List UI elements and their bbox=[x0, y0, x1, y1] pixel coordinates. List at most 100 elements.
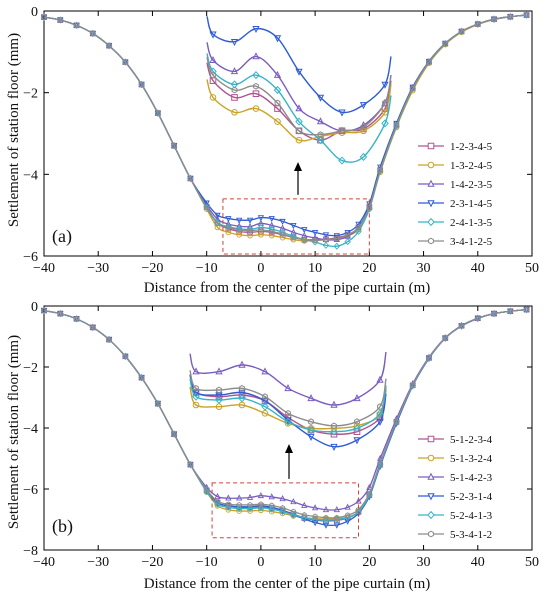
inset-point-b-2 bbox=[353, 394, 361, 402]
x-axis-label-a: Distance from the center of the pipe cur… bbox=[144, 280, 431, 296]
inset-point-a-4 bbox=[295, 117, 303, 126]
series-point-b-5 bbox=[524, 306, 530, 313]
inset-point-b-2 bbox=[330, 400, 338, 408]
series-point-b-5 bbox=[187, 461, 193, 468]
series-point-b-5 bbox=[90, 324, 96, 331]
series-point-b-5 bbox=[280, 504, 286, 511]
inset-point-a-3 bbox=[295, 68, 303, 76]
inset-point-b-2 bbox=[238, 360, 246, 368]
zoom-arrow-head-b bbox=[285, 444, 293, 453]
inset-point-b-3 bbox=[376, 418, 384, 426]
y-axis-label-a: Settlement of station floor (mm) bbox=[6, 33, 22, 227]
legend-marker-a-5 bbox=[428, 237, 434, 245]
y-tick-label-a: −2 bbox=[23, 87, 38, 102]
series-point-a-5 bbox=[90, 30, 96, 37]
series-point-a-3 bbox=[322, 232, 330, 239]
series-point-a-4 bbox=[344, 238, 351, 246]
inset-point-a-4 bbox=[381, 119, 389, 128]
series-point-a-1 bbox=[236, 231, 243, 238]
inset-point-a-3 bbox=[359, 102, 368, 110]
series-point-a-5 bbox=[269, 228, 275, 235]
legend-marker-b-5 bbox=[428, 530, 434, 538]
inset-point-a-2 bbox=[209, 55, 217, 64]
inset-point-b-3 bbox=[238, 389, 246, 397]
series-point-b-5 bbox=[491, 310, 497, 317]
x-tick-label-b: 20 bbox=[362, 555, 376, 570]
y-tick-label-a: −6 bbox=[23, 250, 38, 265]
inset-point-a-5 bbox=[210, 71, 216, 79]
series-point-b-4 bbox=[257, 504, 265, 512]
series-point-a-3 bbox=[203, 200, 210, 207]
series-point-a-5 bbox=[225, 224, 231, 231]
inset-point-a-2 bbox=[252, 52, 260, 60]
x-tick-label-b: 30 bbox=[417, 555, 431, 570]
series-point-a-4 bbox=[246, 225, 254, 234]
x-tick-label-b: −20 bbox=[141, 555, 163, 570]
series-point-a-5 bbox=[247, 227, 253, 234]
series-point-a-5 bbox=[204, 204, 210, 211]
legend-label-a-5: 3-4-1-2-5 bbox=[450, 236, 493, 248]
y-tick-label-b: −8 bbox=[23, 544, 38, 559]
inset-point-a-2 bbox=[273, 70, 282, 78]
series-point-b-4 bbox=[279, 508, 286, 516]
y-tick-label-a: −4 bbox=[23, 168, 38, 183]
inset-line-b-4 bbox=[189, 378, 387, 433]
inset-point-b-3 bbox=[353, 437, 361, 445]
series-point-a-1 bbox=[258, 231, 264, 238]
inset-point-b-3 bbox=[307, 433, 315, 441]
series-point-a-2 bbox=[268, 221, 275, 228]
inset-point-b-4 bbox=[192, 392, 200, 401]
series-point-b-4 bbox=[235, 504, 243, 513]
legend-marker-b-2 bbox=[427, 472, 435, 480]
series-point-b-3 bbox=[333, 522, 340, 529]
x-axis-label-b: Distance from the center of the pipe cur… bbox=[144, 576, 431, 592]
x-tick-label-b: 50 bbox=[525, 555, 539, 570]
inset-point-b-0 bbox=[261, 397, 269, 405]
zoom-box-b bbox=[211, 482, 359, 539]
y-tick-label-b: −6 bbox=[23, 483, 38, 498]
series-point-a-2 bbox=[290, 228, 297, 235]
series-point-a-4 bbox=[290, 232, 297, 240]
inset-line-a-5 bbox=[206, 56, 392, 136]
series-point-b-5 bbox=[323, 514, 329, 521]
series-point-b-5 bbox=[334, 514, 340, 521]
series-point-a-3 bbox=[301, 227, 308, 234]
inset-line-b-5 bbox=[189, 370, 387, 427]
legend-marker-b-3 bbox=[427, 493, 435, 501]
inset-point-b-4 bbox=[238, 394, 246, 403]
legend-marker-a-2 bbox=[427, 179, 435, 187]
x-tick-label-b: −40 bbox=[33, 555, 55, 570]
y-tick-label-b: 0 bbox=[31, 300, 38, 315]
inset-point-a-3 bbox=[230, 38, 239, 47]
inset-point-b-3 bbox=[192, 389, 200, 397]
inset-point-b-2 bbox=[192, 367, 200, 375]
x-tick-label-a: 10 bbox=[308, 261, 322, 276]
series-point-a-5 bbox=[334, 235, 340, 242]
inset-point-a-4 bbox=[273, 85, 282, 95]
legend-label-b-4: 5-2-4-1-3 bbox=[450, 510, 493, 522]
legend-label-b-2: 5-1-4-2-3 bbox=[450, 472, 493, 484]
series-point-a-5 bbox=[507, 13, 513, 20]
plot-frame-a bbox=[43, 10, 533, 257]
series-point-a-3 bbox=[355, 221, 362, 228]
series-point-b-3 bbox=[311, 520, 319, 527]
series-point-b-2 bbox=[225, 494, 232, 501]
series-point-a-5 bbox=[57, 17, 63, 23]
series-point-b-2 bbox=[236, 494, 243, 501]
inset-point-b-2 bbox=[307, 394, 315, 402]
legend-marker-a-1 bbox=[427, 161, 435, 169]
series-point-a-1 bbox=[268, 232, 275, 239]
inset-point-a-5 bbox=[231, 86, 238, 94]
series-point-a-3 bbox=[236, 217, 243, 224]
inset-point-b-5 bbox=[193, 384, 199, 392]
legend-label-b-3: 5-2-3-1-4 bbox=[450, 491, 493, 503]
series-point-b-5 bbox=[426, 354, 432, 361]
series-point-a-2 bbox=[279, 224, 286, 231]
legend-label-a-1: 1-3-2-4-5 bbox=[450, 160, 493, 172]
y-tick-label-a: 0 bbox=[31, 5, 38, 20]
series-point-a-5 bbox=[171, 142, 177, 149]
series-point-b-2 bbox=[257, 491, 265, 499]
inset-point-a-4 bbox=[252, 71, 260, 80]
series-point-a-5 bbox=[258, 226, 264, 233]
series-point-a-4 bbox=[322, 241, 330, 249]
